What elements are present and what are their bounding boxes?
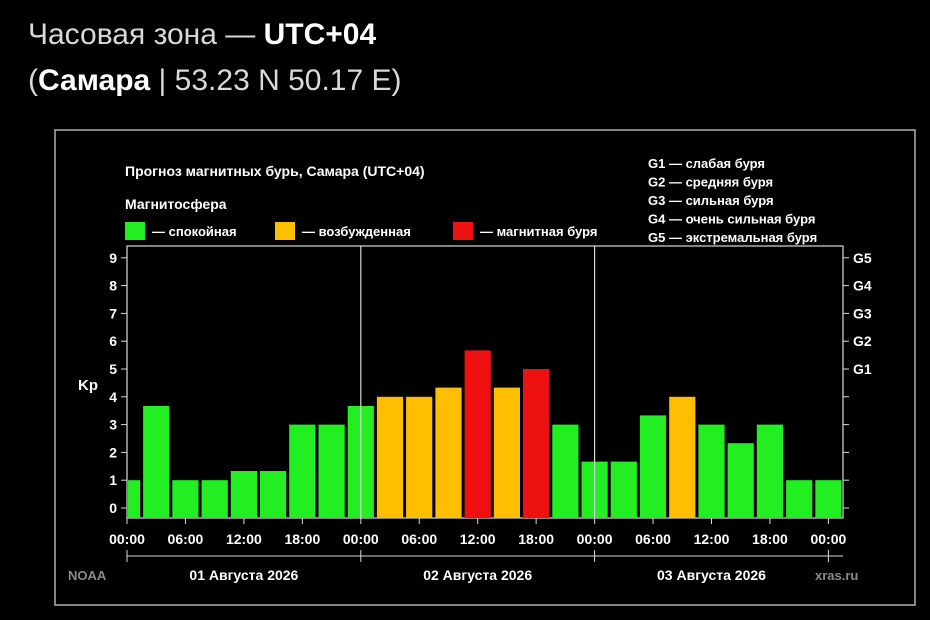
legend-label-2: — магнитная буря xyxy=(480,224,597,239)
bar-5 xyxy=(260,471,287,518)
bar-3 xyxy=(201,480,228,518)
x-tick-label-8: 00:00 xyxy=(577,531,613,547)
g-legend-item-3: G3 — сильная буря xyxy=(648,193,774,208)
day-label-2: 03 Августа 2026 xyxy=(657,567,766,583)
chart-title: Прогноз магнитных бурь, Самара (UTC+04) xyxy=(125,163,425,179)
bar-12 xyxy=(464,350,491,518)
timezone-value: UTC+04 xyxy=(263,18,377,51)
y-tick-label-1: 1 xyxy=(109,472,117,488)
bar-0 xyxy=(128,480,141,518)
g-tick-label-G5: G5 xyxy=(853,250,872,266)
g-tick-label-G2: G2 xyxy=(853,333,872,349)
timezone-prefix: Часовая зона — xyxy=(28,18,264,51)
y-tick-label-9: 9 xyxy=(109,250,117,266)
x-tick-label-3: 18:00 xyxy=(284,531,320,547)
y-axis-label: Kp xyxy=(78,377,98,394)
bar-21 xyxy=(727,443,754,518)
g-legend-item-2: G2 — средняя буря xyxy=(648,175,773,190)
x-tick-label-4: 00:00 xyxy=(343,531,379,547)
x-tick-label-2: 12:00 xyxy=(226,531,262,547)
legend-swatch-1 xyxy=(275,222,295,240)
legend-swatch-2 xyxy=(453,222,473,240)
g-legend-item-4: G4 — очень сильная буря xyxy=(648,212,815,227)
x-tick-label-6: 12:00 xyxy=(460,531,496,547)
bar-10 xyxy=(406,396,433,518)
bar-7 xyxy=(318,424,345,518)
legend-swatch-0 xyxy=(125,222,145,240)
x-tick-label-10: 12:00 xyxy=(694,531,730,547)
g-legend-item-5: G5 — экстремальная буря xyxy=(648,230,817,245)
location-paren: ( xyxy=(28,64,38,97)
y-tick-label-4: 4 xyxy=(109,389,117,405)
bar-19 xyxy=(669,396,696,518)
y-tick-label-7: 7 xyxy=(109,305,117,321)
source-left: NOAA xyxy=(68,568,107,583)
bar-1 xyxy=(143,406,170,518)
bar-24 xyxy=(815,480,842,518)
location-header: (Самара | 53.23 N 50.17 E) xyxy=(28,64,402,98)
bar-14 xyxy=(523,369,550,518)
y-tick-label-6: 6 xyxy=(109,333,117,349)
bar-4 xyxy=(230,471,257,518)
y-tick-label-5: 5 xyxy=(109,361,117,377)
y-tick-label-3: 3 xyxy=(109,417,117,433)
bar-2 xyxy=(172,480,199,518)
x-tick-label-1: 06:00 xyxy=(168,531,204,547)
y-tick-label-2: 2 xyxy=(109,444,117,460)
legend-label-1: — возбужденная xyxy=(302,224,411,239)
bar-6 xyxy=(289,424,316,518)
x-tick-label-7: 18:00 xyxy=(518,531,554,547)
y-tick-label-0: 0 xyxy=(109,500,117,516)
bar-13 xyxy=(493,387,520,518)
y-tick-label-8: 8 xyxy=(109,278,117,294)
x-tick-label-11: 18:00 xyxy=(752,531,788,547)
g-legend-item-1: G1 — слабая буря xyxy=(648,156,765,171)
x-tick-label-12: 00:00 xyxy=(810,531,846,547)
bar-15 xyxy=(552,424,579,518)
bar-22 xyxy=(756,424,783,518)
bar-23 xyxy=(786,480,813,518)
source-right: xras.ru xyxy=(815,568,858,583)
bar-9 xyxy=(376,396,404,518)
x-tick-label-0: 00:00 xyxy=(109,531,145,547)
location-coords: | 53.23 N 50.17 E) xyxy=(150,64,402,97)
g-tick-label-G3: G3 xyxy=(853,305,872,321)
bar-18 xyxy=(639,415,667,518)
x-tick-label-9: 06:00 xyxy=(635,531,671,547)
legend-label-0: — спокойная xyxy=(152,224,237,239)
day-label-0: 01 Августа 2026 xyxy=(189,567,298,583)
legend-title: Магнитосфера xyxy=(125,196,227,212)
day-label-1: 02 Августа 2026 xyxy=(423,567,532,583)
bar-17 xyxy=(610,461,637,518)
bar-11 xyxy=(435,387,462,518)
x-tick-label-5: 06:00 xyxy=(401,531,437,547)
timezone-header: Часовая зона — UTC+04 xyxy=(28,18,376,52)
location-city: Самара xyxy=(38,64,151,97)
bar-20 xyxy=(698,424,725,518)
g-tick-label-G1: G1 xyxy=(853,361,872,377)
g-tick-label-G4: G4 xyxy=(853,278,872,294)
